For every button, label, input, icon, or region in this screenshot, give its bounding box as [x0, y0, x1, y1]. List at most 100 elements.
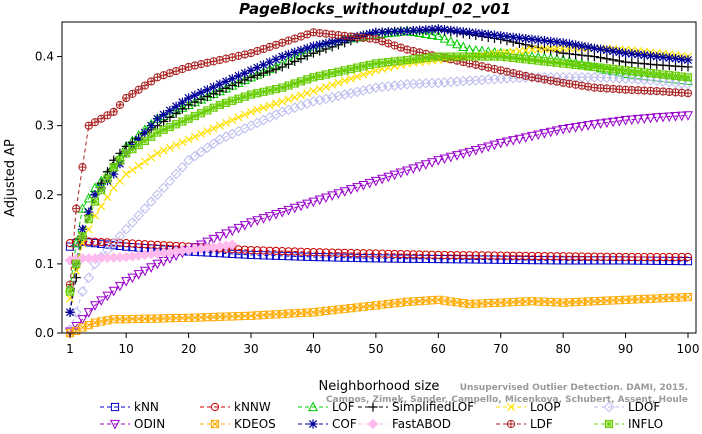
- data-point: [77, 286, 88, 297]
- data-point: [651, 75, 663, 87]
- data-point: [439, 154, 450, 165]
- data-point: [283, 59, 294, 69]
- data-point: [172, 120, 181, 129]
- data-point: [427, 250, 437, 259]
- data-point: [227, 226, 238, 237]
- data-point: [464, 147, 475, 158]
- data-point: [165, 122, 174, 132]
- data-point: [159, 125, 168, 134]
- data-point: [633, 69, 644, 80]
- data-point: [665, 252, 674, 262]
- data-point: [602, 45, 612, 55]
- data-point: [546, 44, 555, 53]
- legend-item-cof: COF: [298, 417, 357, 431]
- y-axis-label: Adjusted AP: [3, 139, 18, 217]
- data-point: [115, 100, 125, 110]
- data-point: [308, 41, 319, 51]
- data-point: [420, 28, 431, 38]
- data-point: [84, 207, 94, 217]
- data-point: [321, 38, 331, 49]
- legend-label: KDEOS: [234, 417, 276, 431]
- data-point: [195, 146, 207, 158]
- x-axis-label: Neighborhood size: [319, 379, 440, 394]
- data-point: [246, 250, 256, 260]
- data-point: [590, 252, 599, 261]
- data-point: [259, 103, 268, 112]
- data-point: [240, 92, 249, 101]
- data-point: [402, 250, 412, 259]
- data-point: [240, 250, 249, 259]
- watermark-line-1: Unsupervised Outlier Detection. DAMI, 20…: [460, 383, 688, 393]
- data-point: [308, 96, 319, 107]
- data-point: [521, 251, 530, 260]
- data-point: [595, 119, 606, 129]
- data-point: [421, 25, 431, 35]
- data-point: [277, 51, 287, 62]
- data-point: [353, 249, 362, 258]
- data-point: [564, 39, 574, 49]
- data-point: [165, 105, 175, 116]
- data-point: [108, 237, 120, 249]
- series-line-ldof: [69, 76, 689, 330]
- data-point: [490, 255, 499, 264]
- data-point: [602, 54, 612, 64]
- data-point: [265, 86, 274, 95]
- data-point: [309, 73, 318, 82]
- data-point: [197, 129, 206, 138]
- legend-item-knnw: kNNW: [200, 400, 271, 414]
- data-point: [134, 134, 144, 145]
- data-point: [190, 90, 200, 100]
- data-point: [346, 253, 356, 262]
- data-point: [252, 63, 262, 73]
- data-point: [90, 118, 100, 127]
- data-point: [301, 98, 313, 109]
- data-point: [471, 28, 481, 38]
- data-point: [415, 254, 424, 263]
- data-point: [646, 252, 655, 262]
- data-point: [189, 150, 201, 162]
- data-point: [128, 242, 137, 252]
- data-point: [215, 100, 224, 110]
- data-point: [508, 136, 519, 146]
- data-point: [334, 253, 343, 262]
- data-point: [108, 286, 119, 297]
- data-point: [65, 280, 75, 289]
- data-point: [421, 53, 430, 63]
- legend-marker: [506, 419, 516, 429]
- data-point: [147, 132, 156, 141]
- data-point: [378, 249, 387, 258]
- data-point: [184, 93, 194, 103]
- data-point: [501, 137, 512, 148]
- data-point: [546, 256, 555, 265]
- data-point: [308, 197, 319, 208]
- data-point: [664, 112, 675, 123]
- data-point: [309, 252, 318, 262]
- data-point: [589, 43, 599, 53]
- x-tick-label: 20: [181, 342, 196, 356]
- data-point: [633, 49, 643, 60]
- data-point: [571, 252, 580, 261]
- data-point: [359, 249, 368, 258]
- data-point: [222, 118, 231, 127]
- data-point: [278, 251, 287, 261]
- x-tick-label: 30: [243, 342, 258, 356]
- data-point: [271, 246, 281, 255]
- data-point: [682, 78, 694, 90]
- data-point: [221, 76, 231, 87]
- data-point: [290, 47, 300, 58]
- data-point: [353, 63, 362, 72]
- data-point: [128, 145, 137, 154]
- data-point: [371, 59, 380, 68]
- data-point: [626, 115, 637, 126]
- data-point: [321, 253, 331, 262]
- legend-marker: [210, 419, 220, 429]
- data-point: [402, 254, 412, 263]
- series-kdeos: [65, 292, 693, 338]
- data-point: [196, 240, 207, 251]
- data-point: [559, 252, 568, 261]
- data-point: [153, 149, 162, 158]
- y-tick-label: 0.0: [35, 326, 54, 340]
- data-point: [371, 249, 380, 258]
- data-point: [459, 255, 468, 264]
